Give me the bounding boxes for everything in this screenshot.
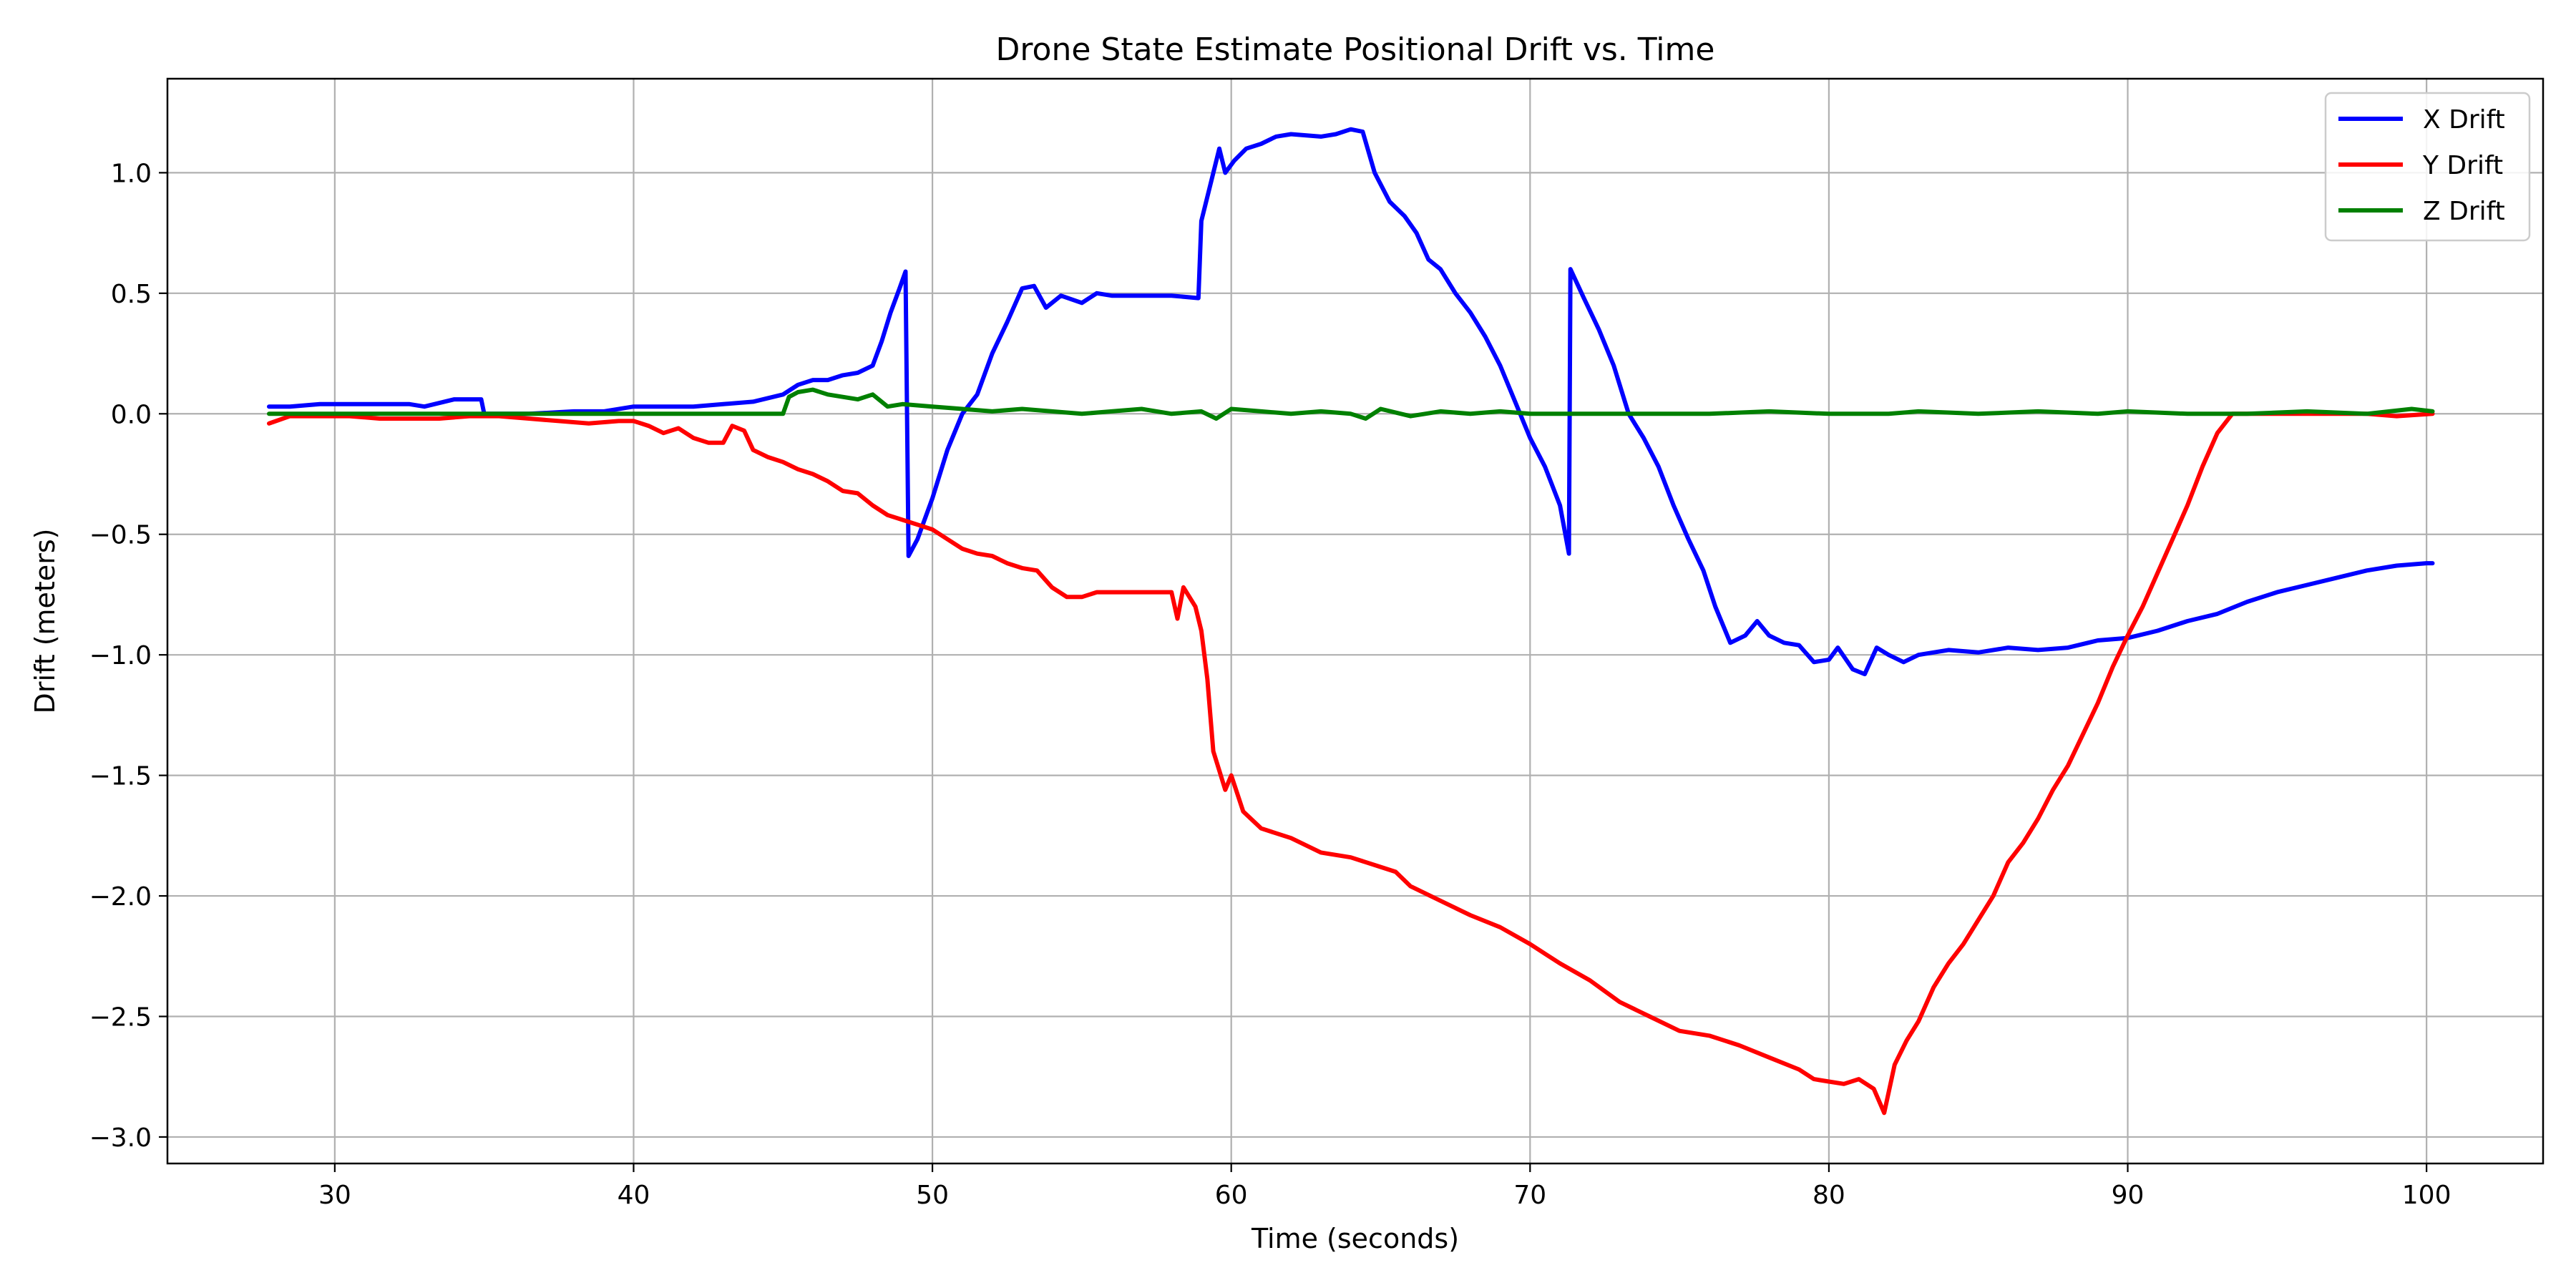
x-tick-label: 90 xyxy=(2112,1181,2145,1210)
legend-box xyxy=(2324,92,2531,242)
x-tick-label: 70 xyxy=(1513,1181,1546,1210)
x-axis-ticks: 30 40 50 60 70 80 90 100 xyxy=(318,1163,2451,1210)
y-tick-label: 1.0 xyxy=(111,159,152,188)
y-tick-label: −3.0 xyxy=(89,1123,152,1153)
legend-label: Z Drift xyxy=(2423,197,2505,226)
series-line-z-drift xyxy=(267,387,2435,421)
y-tick-label: 0.5 xyxy=(111,280,152,309)
series-line-x-drift xyxy=(267,127,2435,677)
x-tick-label: 80 xyxy=(1813,1181,1845,1210)
x-tick-label: 40 xyxy=(618,1181,650,1210)
y-tick-label: −1.5 xyxy=(89,762,152,791)
legend-label: X Drift xyxy=(2423,105,2505,135)
x-tick-label: 30 xyxy=(318,1181,351,1210)
x-tick-label: 50 xyxy=(916,1181,949,1210)
grid-lines xyxy=(167,79,2543,1163)
x-axis-label: Time (seconds) xyxy=(1251,1223,1459,1254)
y-tick-label: −0.5 xyxy=(89,521,152,550)
series-lines xyxy=(267,127,2435,1116)
y-axis-ticks: −3.0 −2.5 −2.0 −1.5 −1.0 −0.5 0.0 0.5 1.0 xyxy=(89,159,167,1153)
y-tick-label: −2.5 xyxy=(89,1002,152,1032)
x-tick-label: 100 xyxy=(2402,1181,2451,1210)
y-tick-label: −1.0 xyxy=(89,641,152,670)
chart-title: Drone State Estimate Positional Drift vs… xyxy=(996,31,1715,68)
plot-frame xyxy=(166,77,2545,1165)
series-line-y-drift xyxy=(267,411,2435,1116)
y-tick-label: −2.0 xyxy=(89,882,152,912)
legend: X Drift Y Drift Z Drift xyxy=(2324,92,2531,242)
x-tick-label: 60 xyxy=(1215,1181,1248,1210)
y-axis-label: Drift (meters) xyxy=(29,529,61,714)
y-tick-label: 0.0 xyxy=(111,400,152,429)
legend-label: Y Drift xyxy=(2422,151,2503,180)
